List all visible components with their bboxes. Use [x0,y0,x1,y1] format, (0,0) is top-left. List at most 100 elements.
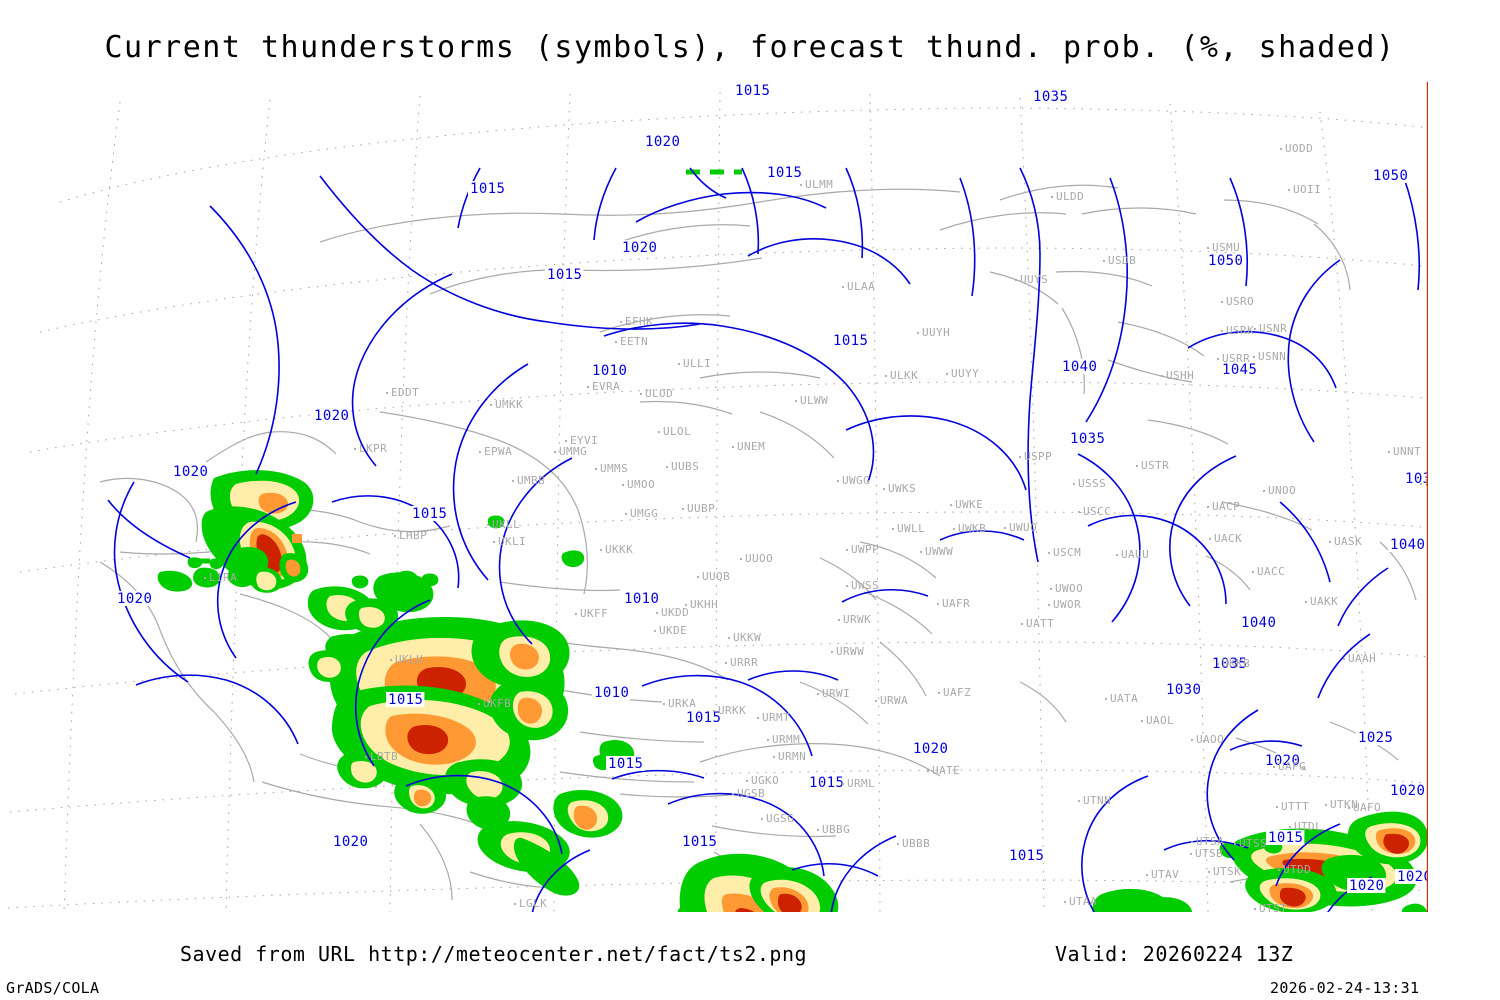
station-dot-icon [639,392,643,396]
station-id-label: UNEM [737,440,765,453]
station-marker: USSS [1072,477,1106,490]
station-dot-icon [614,340,618,344]
station-id-label: UUQB [702,570,730,583]
isobar-label: 1035 [1070,431,1105,447]
isobar-label-bg [115,591,154,606]
isobar-label-bg [386,692,425,707]
isobar-label-bg [1403,471,1428,486]
station-id-label: UMMG [559,445,587,458]
station-marker: UAFZ [937,686,971,699]
station-marker: UODD [1279,142,1313,155]
station-id-label: UKLU [395,653,423,666]
station-dot-icon [489,403,493,407]
isobar-label: 1020 [117,591,152,607]
isobar-label: 1020 [1265,753,1300,769]
station-id-label: UKKK [605,543,633,556]
station-dot-icon [513,902,517,906]
station-id-label: UAOO [1196,733,1224,746]
station-marker: EPWA [478,445,512,458]
thunder-probability-shading [157,169,1428,912]
station-dot-icon [1063,900,1067,904]
isobar-label: 1025 [1358,730,1393,746]
station-id-label: UWOR [1053,598,1081,611]
station-id-label: UNNT [1393,445,1421,458]
station-dot-icon [799,183,803,187]
station-marker: URWK [837,613,871,626]
station-dot-icon [1047,551,1051,555]
station-marker: UACK [1208,532,1242,545]
station-id-label: UKFB [483,697,511,710]
station-id-label: USDB [1108,254,1136,267]
station-id-label: LBTB [370,750,398,763]
station-marker: ULKK [884,369,918,382]
station-marker: UKFB [477,697,511,710]
station-dot-icon [1304,600,1308,604]
station-id-label: USNR [1259,322,1287,335]
isobar-label: 1040 [1062,359,1097,375]
station-dot-icon [624,512,628,516]
timestamp-text: 2026-02-24-13:31 [1270,979,1420,997]
station-dot-icon [766,738,770,742]
isobar-label: 1020 [1390,783,1425,799]
station-id-label: EETN [620,335,648,348]
station-marker: UWKS [882,482,916,495]
station-marker: UWWW [919,545,953,558]
station-marker: UTAA [1063,895,1097,908]
station-dot-icon [1072,482,1076,486]
weather-map-svg[interactable]: 1015 1035 1020 1015 1050 1015 1020 1050 1015 1015… [0,82,1500,914]
station-id-label: UATA [1110,692,1138,705]
station-marker: EDDT [385,386,419,399]
station-marker: ULOL [657,425,691,438]
station-id-label: UKLL [492,518,520,531]
station-id-label: UWOO [1055,582,1083,595]
station-id-label: UUYH [922,326,950,339]
station-marker: UTDD [1277,863,1311,876]
isobar-label: 1015 [833,333,868,349]
isobar-label: 1015 [547,267,582,283]
station-marker: UUYY [945,367,979,380]
isobar-label: 1040 [1390,537,1425,553]
station-marker: UWOO [1049,582,1083,595]
station-marker: UWUO [1003,521,1037,534]
station-dot-icon [945,372,949,376]
isobar-label: 1020 [333,834,368,850]
isobar-label-bg [831,333,870,348]
station-id-label: UWPP [851,543,879,556]
isobar-label-bg [331,834,370,849]
station-dot-icon [553,450,557,454]
station-id-label: UUYS [1020,273,1048,286]
station-dot-icon [1208,537,1212,541]
station-dot-icon [1190,840,1194,844]
station-marker: ULMM [799,178,833,191]
station-dot-icon [837,618,841,622]
station-dot-icon [874,699,878,703]
station-dot-icon [952,527,956,531]
station-marker: UTKN [1324,798,1358,811]
isobar-label-bg [765,165,804,180]
station-marker: URKA [662,697,696,710]
station-id-label: UTDD [1283,863,1311,876]
isobar-label: 1035 [1405,471,1440,487]
station-id-label: EPWA [484,445,512,458]
station-dot-icon [478,450,482,454]
station-marker: URML [841,777,875,790]
station-dot-icon [1216,357,1220,361]
station-id-label: UKDE [659,624,687,637]
station-marker: USRR [1216,352,1250,365]
station-dot-icon [1104,697,1108,701]
station-id-label: UKKW [733,631,761,644]
station-marker: UATE [926,764,960,777]
station-id-label: UWKE [955,498,983,511]
station-dot-icon [653,629,657,633]
station-dot-icon [1160,374,1164,378]
isobars [107,167,1421,912]
station-id-label: UWUO [1009,521,1037,534]
station-marker: URWW [830,645,864,658]
station-id-label: ULWW [800,394,828,407]
map-container[interactable]: 1015 1035 1020 1015 1050 1015 1020 1050 1015 1015… [0,82,1500,914]
station-marker: EYVI [564,434,598,447]
isobar-label-bg [1220,362,1259,377]
station-marker: LIRA [203,571,237,584]
station-id-label: UACP [1212,500,1240,513]
station-dot-icon [724,661,728,665]
